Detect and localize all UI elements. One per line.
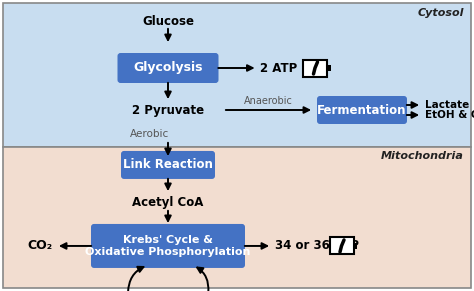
Text: Lactate: Lactate <box>425 100 469 110</box>
Text: Glycolysis: Glycolysis <box>133 61 203 74</box>
Bar <box>330 237 354 254</box>
Text: Fermentation: Fermentation <box>317 104 407 116</box>
Bar <box>3 147 471 288</box>
FancyBboxPatch shape <box>317 96 407 124</box>
Text: EtOH & CO₂: EtOH & CO₂ <box>425 110 474 120</box>
FancyBboxPatch shape <box>118 53 219 83</box>
Bar <box>303 59 328 77</box>
Text: Cytosol: Cytosol <box>418 8 464 18</box>
Bar <box>3 3 471 147</box>
Text: Acetyl CoA: Acetyl CoA <box>132 196 204 209</box>
Text: Mitochondria: Mitochondria <box>381 151 464 161</box>
Text: 2 Pyruvate: 2 Pyruvate <box>132 104 204 117</box>
Text: Glucose: Glucose <box>142 15 194 28</box>
Text: Krebs' Cycle &
Oxidative Phosphorylation: Krebs' Cycle & Oxidative Phosphorylation <box>85 235 251 257</box>
FancyBboxPatch shape <box>91 224 245 268</box>
Text: Link Reaction: Link Reaction <box>123 159 213 171</box>
Bar <box>328 65 331 71</box>
FancyBboxPatch shape <box>121 151 215 179</box>
Bar <box>354 243 357 249</box>
Text: Anaerobic: Anaerobic <box>244 96 293 106</box>
Text: 34 or 36 ATP: 34 or 36 ATP <box>275 239 359 253</box>
Text: 2 ATP: 2 ATP <box>261 61 298 74</box>
Text: CO₂: CO₂ <box>28 239 53 253</box>
Text: Aerobic: Aerobic <box>130 129 169 139</box>
